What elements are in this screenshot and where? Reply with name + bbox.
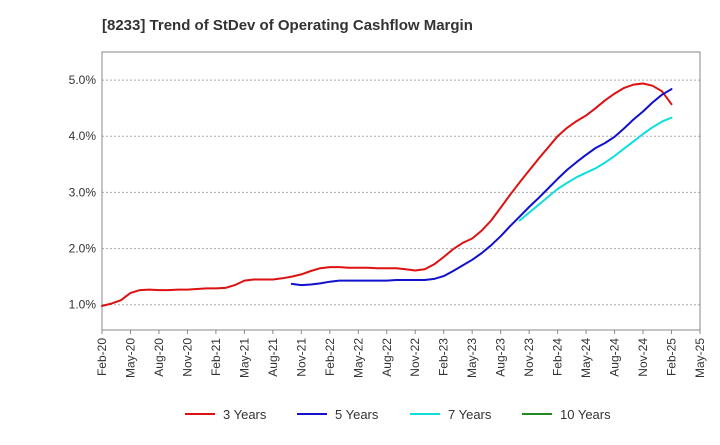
x-tick-label: Feb-24 (551, 338, 565, 376)
legend-label: 3 Years (223, 407, 267, 422)
x-tick-label: Nov-24 (636, 338, 650, 377)
grid-lines (102, 79, 700, 306)
x-tick-label: Feb-23 (437, 338, 451, 376)
series-line-3-years (101, 82, 673, 307)
legend-label: 7 Years (448, 407, 492, 422)
y-tick-label: 2.0% (69, 242, 97, 256)
x-tick-label: Aug-20 (152, 338, 166, 377)
x-tick-label: Nov-22 (408, 338, 422, 377)
chart-title: [8233] Trend of StDev of Operating Cashf… (102, 17, 473, 34)
x-tick-label: Feb-25 (665, 338, 679, 376)
legend-label: 10 Years (560, 407, 611, 422)
x-tick-label: May-23 (465, 338, 479, 378)
x-tick-label: May-24 (579, 338, 593, 378)
x-tick-label: Feb-20 (95, 338, 109, 376)
series-lines (101, 82, 673, 307)
x-tick-label: Aug-23 (494, 338, 508, 377)
x-tick-label: Nov-23 (522, 338, 536, 377)
y-tick-label: 5.0% (69, 73, 97, 87)
x-tick-label: Aug-22 (380, 338, 394, 377)
series-line-5-years (290, 88, 673, 287)
x-tick-label: Feb-21 (209, 338, 223, 376)
y-tick-label: 4.0% (69, 129, 97, 143)
y-tick-label: 1.0% (69, 298, 97, 312)
x-tick-label: May-22 (351, 338, 365, 378)
x-tick-label: Aug-21 (266, 338, 280, 377)
legend-label: 5 Years (335, 407, 379, 422)
y-axis: 1.0% 2.0% 3.0% 4.0% 5.0% (69, 73, 97, 312)
x-tick-label: Nov-21 (294, 338, 308, 377)
x-axis: Feb-20 May-20 Aug-20 Nov-20 Feb-21 May-21 Aug-… (95, 330, 707, 378)
y-tick-label: 3.0% (69, 185, 97, 199)
series-line-7-years (518, 116, 673, 222)
x-tick-label: Aug-24 (608, 338, 622, 377)
x-tick-label: May-21 (237, 338, 251, 378)
legend: 3 Years 5 Years 7 Years 10 Years (185, 407, 611, 422)
x-tick-label: May-20 (123, 338, 137, 378)
x-tick-label: May-25 (693, 338, 707, 378)
plot-frame (101, 51, 701, 331)
x-tick-label: Feb-22 (323, 338, 337, 376)
x-tick-label: Nov-20 (180, 338, 194, 377)
